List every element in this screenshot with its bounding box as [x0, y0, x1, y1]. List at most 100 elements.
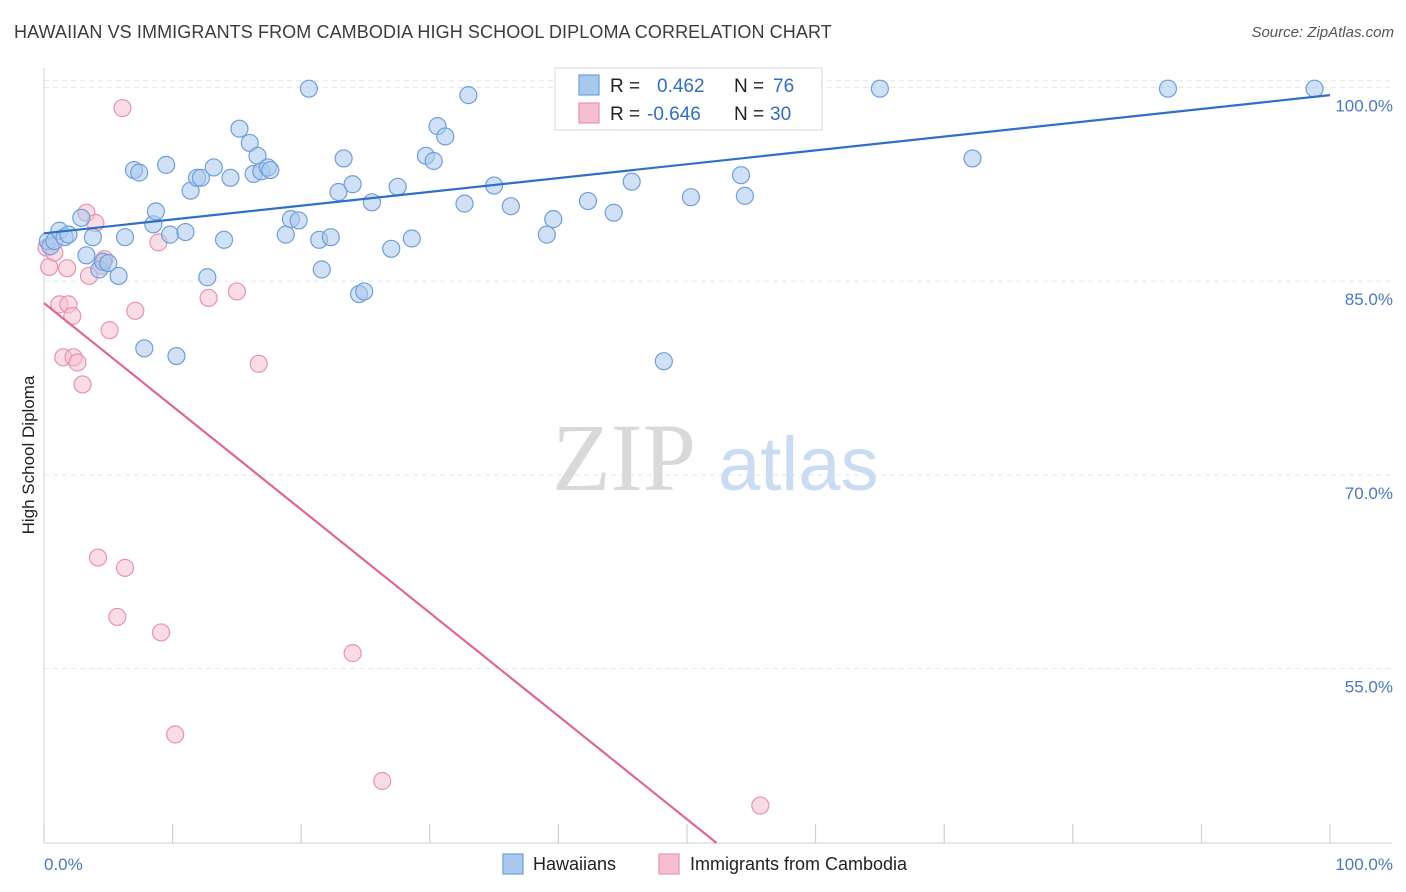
- point-hawaiians: [204, 158, 223, 177]
- legend-r-value-2: -0.646: [647, 104, 701, 125]
- source-label: Source: ZipAtlas.com: [1251, 24, 1394, 41]
- trend-line-hawaiians: [43, 94, 1331, 235]
- point-hawaiians: [289, 211, 308, 230]
- chart-title: HAWAIIAN VS IMMIGRANTS FROM CAMBODIA HIG…: [14, 22, 832, 42]
- point-hawaiians: [167, 346, 186, 366]
- point-hawaiians: [312, 260, 331, 279]
- point-hawaiians: [130, 163, 149, 182]
- watermark: ZIP atlas: [552, 404, 879, 511]
- point-hawaiians: [157, 155, 176, 174]
- y-tick-label: 55.0%: [1345, 678, 1393, 697]
- point-hawaiians: [321, 228, 340, 247]
- point-cambodia: [751, 796, 770, 815]
- point-hawaiians: [1158, 79, 1178, 98]
- point-cambodia: [68, 353, 87, 372]
- point-hawaiians: [622, 172, 641, 191]
- point-hawaiians: [214, 230, 234, 249]
- point-hawaiians: [329, 182, 348, 202]
- point-hawaiians: [261, 160, 280, 180]
- point-hawaiians: [455, 194, 474, 213]
- point-hawaiians: [382, 239, 401, 258]
- point-hawaiians: [176, 222, 195, 242]
- point-hawaiians: [501, 197, 520, 216]
- legend-r-value-1: 0.462: [657, 76, 705, 97]
- point-cambodia: [58, 259, 77, 278]
- y-tick-label: 85.0%: [1345, 290, 1393, 309]
- bottom-legend: Hawaiians Immigrants from Cambodia: [502, 853, 908, 875]
- point-cambodia: [151, 623, 171, 642]
- trend-layer: [43, 94, 1331, 844]
- x-tick-label: 0.0%: [44, 855, 83, 874]
- axis-layer: [43, 68, 1392, 844]
- bottom-legend-label-cambodia: Immigrants from Cambodia: [690, 854, 908, 874]
- point-cambodia: [166, 725, 185, 744]
- point-hawaiians: [334, 149, 353, 168]
- point-hawaiians: [198, 268, 217, 287]
- watermark-atlas: atlas: [718, 422, 879, 507]
- point-hawaiians: [424, 151, 443, 171]
- point-cambodia: [88, 548, 108, 567]
- point-hawaiians: [230, 119, 249, 138]
- point-hawaiians: [681, 188, 700, 207]
- point-cambodia: [100, 321, 119, 340]
- point-hawaiians: [735, 186, 754, 205]
- y-tick-label: 100.0%: [1335, 96, 1393, 115]
- point-hawaiians: [59, 225, 78, 244]
- point-cambodia: [343, 644, 362, 663]
- point-cambodia: [373, 771, 392, 791]
- point-cambodia: [199, 288, 218, 308]
- point-hawaiians: [146, 202, 165, 221]
- watermark-zip: ZIP: [552, 404, 696, 511]
- point-cambodia: [113, 98, 132, 118]
- point-hawaiians: [115, 228, 135, 247]
- legend-n-label-1: N =: [734, 76, 764, 97]
- point-hawaiians: [388, 177, 407, 196]
- legend-box: R = 0.462 N = 76 R = -0.646 N = 30: [554, 67, 823, 131]
- x-tick-label: 100.0%: [1335, 855, 1393, 874]
- point-cambodia: [73, 375, 92, 394]
- legend-n-label-2: N =: [734, 104, 764, 125]
- point-cambodia: [108, 607, 127, 627]
- bottom-legend-swatch-hawaiians: [502, 853, 524, 875]
- point-hawaiians: [83, 228, 102, 247]
- point-hawaiians: [221, 168, 240, 187]
- point-hawaiians: [402, 229, 421, 248]
- legend-r-label-2: R =: [610, 104, 640, 125]
- trend-line-cambodia: [43, 302, 718, 844]
- point-hawaiians: [191, 168, 210, 187]
- y-tick-label: 70.0%: [1345, 484, 1393, 503]
- y-axis-label: High School Diploma: [19, 375, 38, 534]
- point-cambodia: [126, 301, 145, 320]
- point-hawaiians: [459, 86, 478, 105]
- point-hawaiians: [160, 225, 180, 244]
- point-hawaiians: [109, 266, 128, 286]
- point-hawaiians: [436, 127, 455, 146]
- point-hawaiians: [99, 253, 118, 273]
- point-hawaiians: [135, 339, 154, 358]
- point-hawaiians: [604, 203, 623, 222]
- point-hawaiians: [537, 225, 556, 244]
- legend-n-value-2: 30: [770, 104, 791, 125]
- point-hawaiians: [299, 79, 319, 98]
- point-hawaiians: [544, 210, 563, 229]
- point-hawaiians: [731, 166, 751, 185]
- point-hawaiians: [276, 225, 295, 244]
- bottom-legend-label-hawaiians: Hawaiians: [533, 854, 616, 874]
- point-hawaiians: [355, 282, 374, 301]
- point-hawaiians: [654, 352, 673, 371]
- point-cambodia: [115, 558, 135, 577]
- legend-n-value-1: 76: [773, 76, 794, 97]
- point-cambodia: [227, 282, 246, 301]
- legend-r-label-1: R =: [610, 76, 640, 97]
- point-hawaiians: [578, 191, 598, 211]
- point-hawaiians: [963, 149, 982, 168]
- point-hawaiians: [77, 246, 96, 265]
- point-hawaiians: [870, 79, 890, 98]
- bottom-legend-swatch-cambodia: [658, 853, 680, 875]
- point-cambodia: [249, 354, 268, 373]
- legend-swatch-blue: [578, 74, 600, 96]
- tick-layer: 55.0% 70.0% 85.0% 100.0% 0.0% 100.0%: [43, 96, 1393, 874]
- legend-swatch-pink: [578, 102, 600, 124]
- point-hawaiians: [343, 175, 362, 194]
